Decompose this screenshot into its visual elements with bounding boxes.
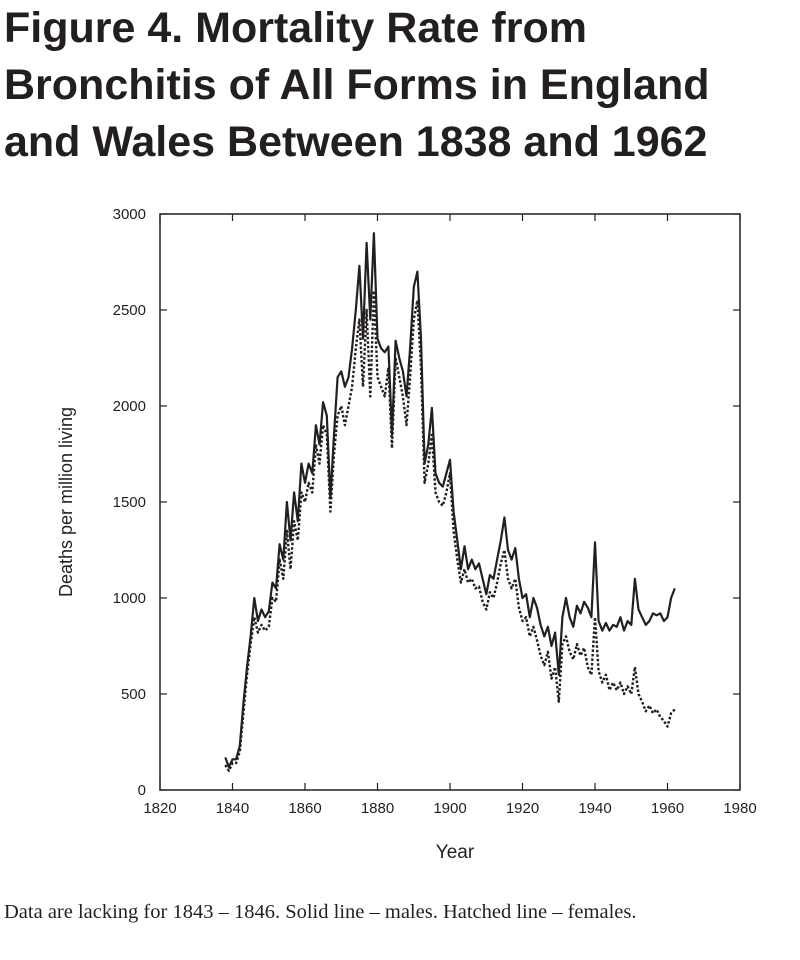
y-tick-label: 1500 (113, 494, 146, 511)
y-axis-label: Deaths per million living (56, 407, 76, 597)
x-axis: 1820 1840 1860 1880 1900 1920 1940 1960 1980 (143, 214, 757, 817)
mortality-line-chart: 1820 1840 1860 1880 1900 1920 1940 1960 1980 0 50… (56, 206, 757, 863)
y-tick-label: 3000 (113, 206, 146, 223)
x-tick-label: 1980 (723, 800, 756, 817)
x-tick-label: 1900 (433, 800, 466, 817)
figure-title-line-3: and Wales Between 1838 and 1962 (4, 118, 708, 166)
y-axis: 0 500 1000 1500 2000 2500 3000 (113, 206, 740, 799)
figure-title-line-1: Figure 4. Mortality Rate from (4, 4, 587, 52)
plot-frame (159, 213, 741, 791)
y-tick-label: 2500 (113, 302, 146, 319)
x-tick-label: 1940 (578, 800, 611, 817)
series-layer (224, 232, 676, 772)
x-tick-label: 1920 (506, 800, 539, 817)
x-tick-label: 1860 (288, 800, 321, 817)
figure-title-line-2: Bronchitis of All Forms in England (4, 61, 710, 109)
series-line-solid (224, 232, 676, 769)
x-tick-label: 1820 (143, 800, 176, 817)
x-tick-label: 1840 (216, 800, 249, 817)
figure-caption: Data are lacking for 1843 – 1846. Solid … (4, 901, 637, 923)
x-axis-label: Year (436, 842, 475, 863)
y-tick-label: 0 (138, 782, 146, 799)
y-tick-label: 2000 (113, 398, 146, 415)
y-tick-label: 1000 (113, 590, 146, 607)
y-tick-label: 500 (121, 686, 146, 703)
series-line-dotted (224, 289, 676, 772)
figure-title: Figure 4. Mortality Rate from Bronchitis… (4, 0, 796, 171)
x-tick-label: 1960 (651, 800, 684, 817)
x-tick-label: 1880 (361, 800, 394, 817)
